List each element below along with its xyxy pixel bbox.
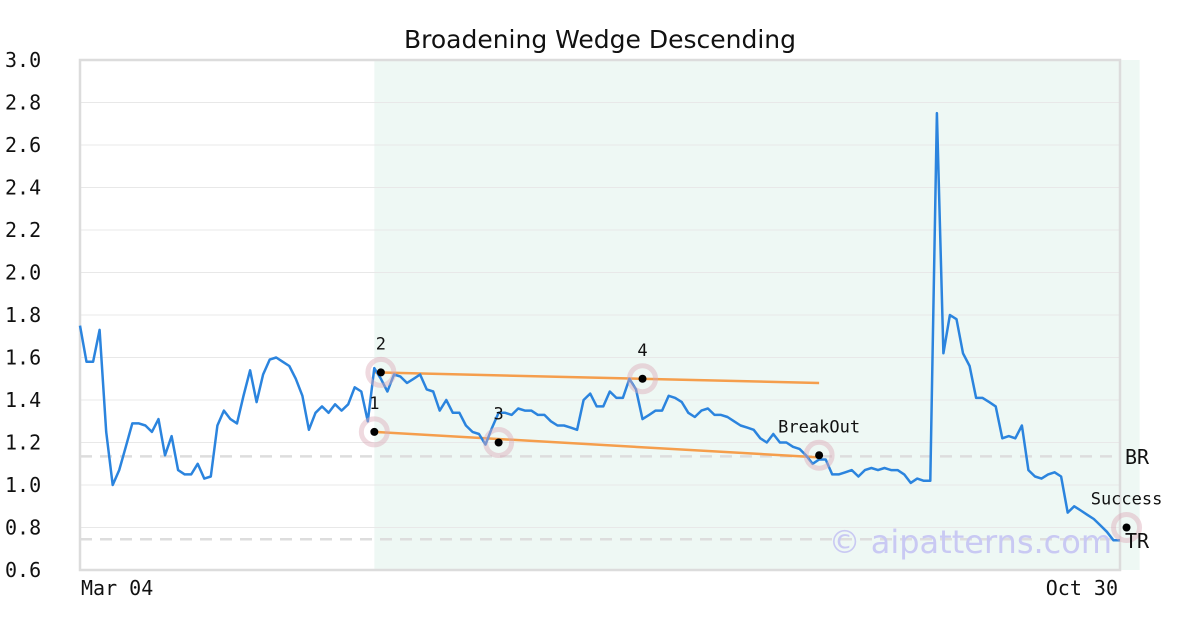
pattern-point-halo — [483, 427, 515, 458]
pattern-point-halo — [365, 356, 397, 388]
plot-frame — [78, 58, 1122, 572]
y-tick-label: 3.0 — [5, 48, 41, 72]
y-tick-label: 2.4 — [5, 176, 41, 200]
y-tick-label: 2.6 — [5, 133, 41, 157]
pattern-point — [638, 374, 647, 383]
pattern-point-halo — [1111, 512, 1143, 543]
chart-title: Broadening Wedge Descending — [404, 25, 796, 54]
pattern-point-label: 3 — [493, 405, 503, 425]
y-tick-label: 0.8 — [5, 516, 41, 540]
y-tick-label: 2.0 — [5, 261, 41, 285]
pattern-point — [376, 368, 385, 377]
y-tick-label: 2.2 — [5, 218, 41, 242]
pattern-point — [370, 427, 379, 436]
pattern-point-halo — [803, 439, 835, 471]
x-tick-label-end: Oct 30 — [1046, 576, 1118, 600]
pattern-point-label: 4 — [637, 341, 647, 361]
pattern-point — [815, 451, 824, 460]
reference-label-br: BR — [1125, 445, 1150, 469]
pattern-point-halo — [627, 363, 659, 395]
y-tick-label: 1.0 — [5, 473, 41, 497]
y-tick-label: 0.6 — [5, 558, 41, 582]
price-line — [78, 111, 1120, 542]
pattern-point-halo — [358, 416, 390, 448]
pattern-point — [494, 438, 503, 447]
watermark: © aipatterns.com — [829, 523, 1112, 561]
pattern-point — [1122, 523, 1131, 532]
pattern-point-label: 2 — [376, 334, 386, 354]
y-tick-label: 2.8 — [5, 91, 41, 115]
y-tick-label: 1.8 — [5, 303, 41, 327]
reference-label-tr: TR — [1125, 529, 1150, 553]
lower-trendline — [374, 430, 820, 459]
pattern-point-label: 1 — [369, 394, 379, 414]
x-tick-label-start: Mar 04 — [81, 576, 153, 600]
y-tick-label: 1.2 — [5, 431, 41, 455]
upper-trendline — [374, 371, 820, 385]
y-tick-label: 1.6 — [5, 346, 41, 370]
y-tick-label: 1.4 — [5, 388, 41, 412]
pattern-point-label: BreakOut — [778, 417, 860, 437]
pattern-point-label: Success — [1091, 490, 1163, 510]
